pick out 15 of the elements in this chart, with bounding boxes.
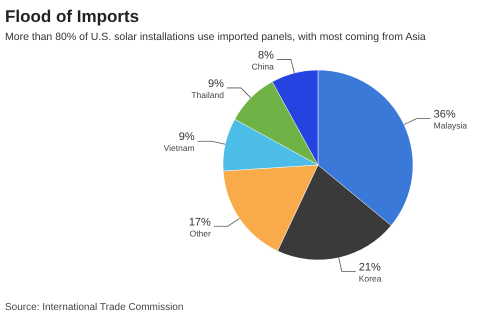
slice-label: Thailand: [191, 90, 224, 100]
slice-label: Vietnam: [164, 143, 195, 154]
slice-label: Malaysia: [434, 120, 468, 131]
chart-subtitle: More than 80% of U.S. solar installations use imported panels, with most coming from Asia: [5, 31, 426, 43]
data-label: 17%: [188, 216, 212, 228]
slice-label: China: [252, 61, 274, 72]
data-label: 9%: [178, 131, 195, 144]
data-label: 21%: [358, 261, 382, 274]
source-note: Source: International Trade Commission: [5, 302, 184, 313]
chart-title: Flood of Imports: [5, 7, 140, 26]
slice-label: Korea: [358, 273, 382, 284]
slice-label: Other: [190, 228, 212, 238]
data-label: 9%: [208, 78, 224, 90]
data-label: 36%: [434, 108, 456, 121]
data-label: 8%: [258, 49, 274, 62]
